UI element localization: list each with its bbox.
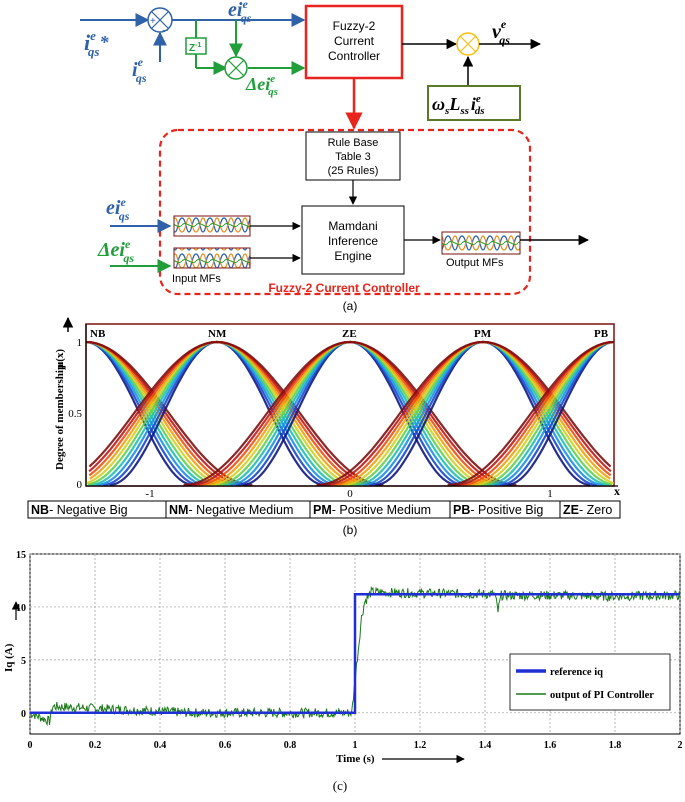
mf-ytick-1: 1 xyxy=(77,337,83,349)
mf-y-symbol: μ(x) xyxy=(54,349,66,368)
ref-input-label: ie qs* xyxy=(84,28,109,59)
x-tick-label: 0.8 xyxy=(284,740,297,751)
input-mfs-label: Input MFs xyxy=(172,273,221,285)
legend-ze: ZE- Zero xyxy=(563,503,612,517)
y-tick-label: 10 xyxy=(16,603,26,614)
mf-curve xyxy=(183,340,517,487)
fuzzy-controller-box xyxy=(304,4,404,80)
rule-base-line-1: Rule Base xyxy=(328,137,379,149)
sum1-minus: − xyxy=(162,25,168,37)
caption-c: (c) xyxy=(333,778,347,793)
mf-name-ze: ZE xyxy=(342,328,357,340)
mf-band-ze xyxy=(183,340,517,487)
controller-title-2: Current xyxy=(334,34,375,48)
decoupling-box xyxy=(427,85,521,121)
legend-nm: NM- Negative Medium xyxy=(169,503,293,517)
inference-line-3: Engine xyxy=(334,249,372,263)
rule-base-line-2: Table 3 xyxy=(335,151,370,163)
y-tick-label: 0 xyxy=(21,709,26,720)
mf-name-pm: PM xyxy=(474,328,492,340)
mf-curve xyxy=(316,340,612,487)
legend-pm: PM- Positive Medium xyxy=(313,503,431,517)
mf-band-nm xyxy=(85,340,384,487)
mf-name-pb: PB xyxy=(594,328,609,340)
fuzzy-block-title: Fuzzy-2 Current Controller xyxy=(268,281,420,295)
legend-pi-label: output of PI Controller xyxy=(550,690,654,701)
rule-base-line-3: (25 Rules) xyxy=(328,165,379,177)
x-tick-label: 1.4 xyxy=(479,740,492,751)
x-tick-label: 1.8 xyxy=(609,740,622,751)
inference-line-2: Inference xyxy=(328,234,378,248)
output-mfs-label: Output MFs xyxy=(446,257,504,269)
panel-b: NB NM ZE PM PB 1 0.5 0 -1 0 1 x Degree o… xyxy=(27,316,621,537)
sum1-plus: + xyxy=(150,16,156,27)
current-tick-labels: 0 0.2 0.4 0.6 0.8 1 1.2 1.4 1.6 1.8 2 0 5 10 15 xyxy=(16,550,683,751)
feedback-label: ie qs xyxy=(132,55,147,85)
mf-curve xyxy=(85,340,253,487)
delay-label: Z-1 xyxy=(189,42,201,54)
x-tick-label: 2 xyxy=(678,740,683,751)
mf-band-pm xyxy=(316,340,615,487)
current-y-label: Iq (A) xyxy=(3,643,15,672)
block-delta-label: Δeie qs xyxy=(97,237,134,265)
x-tick-label: 1 xyxy=(353,740,358,751)
output-label: ve qs xyxy=(492,17,510,47)
rule-base-box xyxy=(305,131,401,181)
error-label: eie qs xyxy=(228,0,252,25)
panel-c: 0 0.2 0.4 0.6 0.8 1 1.2 1.4 1.6 1.8 2 0 5 10 15 Iq (A)… xyxy=(3,550,683,793)
inference-engine-box xyxy=(301,205,405,275)
mf-xtick-neg1: -1 xyxy=(145,488,154,500)
current-legend xyxy=(509,653,671,711)
mf-xtick-1: 1 xyxy=(547,488,553,500)
legend-nb: NB- Negative Big xyxy=(31,503,128,517)
legend-pb: PB- Positive Big xyxy=(453,503,543,517)
x-tick-label: 0 xyxy=(28,740,33,751)
mf-legend-table xyxy=(27,500,621,519)
input-mf-thumb-1 xyxy=(173,215,251,237)
current-x-label: Time (s) xyxy=(336,753,375,765)
fuzzy-block-outline xyxy=(158,128,532,296)
input-mf-thumb-2 xyxy=(173,247,251,269)
series-reference-iq xyxy=(30,592,680,715)
mf-y-axis-label: Degree of membership xyxy=(54,364,66,470)
legend-ref-label: reference iq xyxy=(550,667,603,678)
mf-curves xyxy=(85,340,615,487)
caption-b: (b) xyxy=(343,523,358,537)
mf-name-nm: NM xyxy=(208,328,227,340)
mf-name-nb: NB xyxy=(90,328,106,340)
x-tick-label: 1.2 xyxy=(414,740,427,751)
mf-band-pb xyxy=(447,340,615,487)
mf-curve xyxy=(447,340,615,487)
controller-title-1: Fuzzy-2 xyxy=(333,19,376,33)
caption-a: (a) xyxy=(343,299,358,313)
x-tick-label: 0.2 xyxy=(89,740,102,751)
inference-line-1: Mamdani xyxy=(328,219,377,233)
x-tick-label: 1.6 xyxy=(544,740,557,751)
mf-ytick-0: 0 xyxy=(77,479,83,491)
output-mf-thumb xyxy=(441,231,521,255)
panel-a: + − Z-1 ie qs* ie qs eie qs Δeie qs Fuzzy-2 … xyxy=(80,0,590,313)
delta-error-label: Δeie qs xyxy=(245,73,278,98)
decoupling-label: ωsLss ie ds xyxy=(432,93,485,117)
mf-curve xyxy=(88,340,384,487)
mf-ytick-05: 0.5 xyxy=(68,408,82,420)
mf-x-symbol: x xyxy=(614,484,620,498)
block-error-label: eie qs xyxy=(106,195,130,223)
y-tick-label: 5 xyxy=(21,656,26,667)
y-tick-label: 15 xyxy=(16,550,26,561)
delay-block xyxy=(185,37,207,55)
current-series xyxy=(29,585,681,727)
controller-title-3: Controller xyxy=(328,49,380,63)
x-tick-label: 0.6 xyxy=(219,740,232,751)
x-tick-label: 0.4 xyxy=(154,740,167,751)
mf-xtick-0: 0 xyxy=(347,488,353,500)
